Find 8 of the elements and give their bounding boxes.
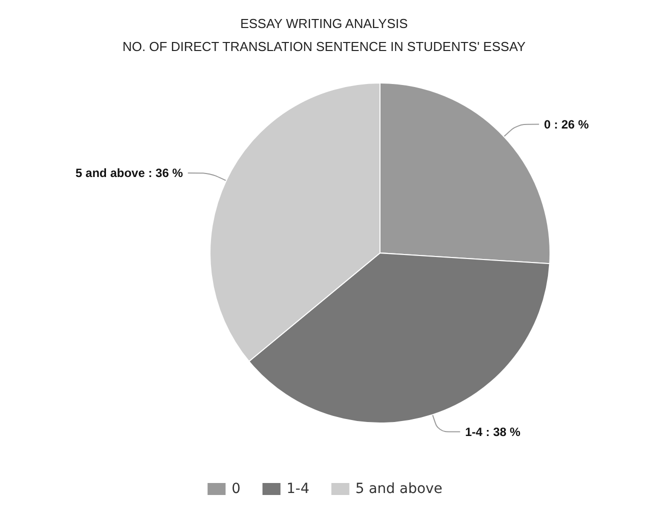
data-label: 1-4 : 38 % [465,424,521,439]
legend-label: 1-4 [286,481,310,497]
data-label: 0 : 26 % [544,117,590,132]
chart-subtitle: NO. OF DIRECT TRANSLATION SENTENCE IN STUDENTS' ESSAY [122,39,526,54]
legend-label: 0 [232,481,240,497]
chart-title: ESSAY WRITING ANALYSIS [240,16,408,31]
legend-label: 5 and above [355,481,442,497]
data-label: 5 and above : 36 % [76,166,184,180]
